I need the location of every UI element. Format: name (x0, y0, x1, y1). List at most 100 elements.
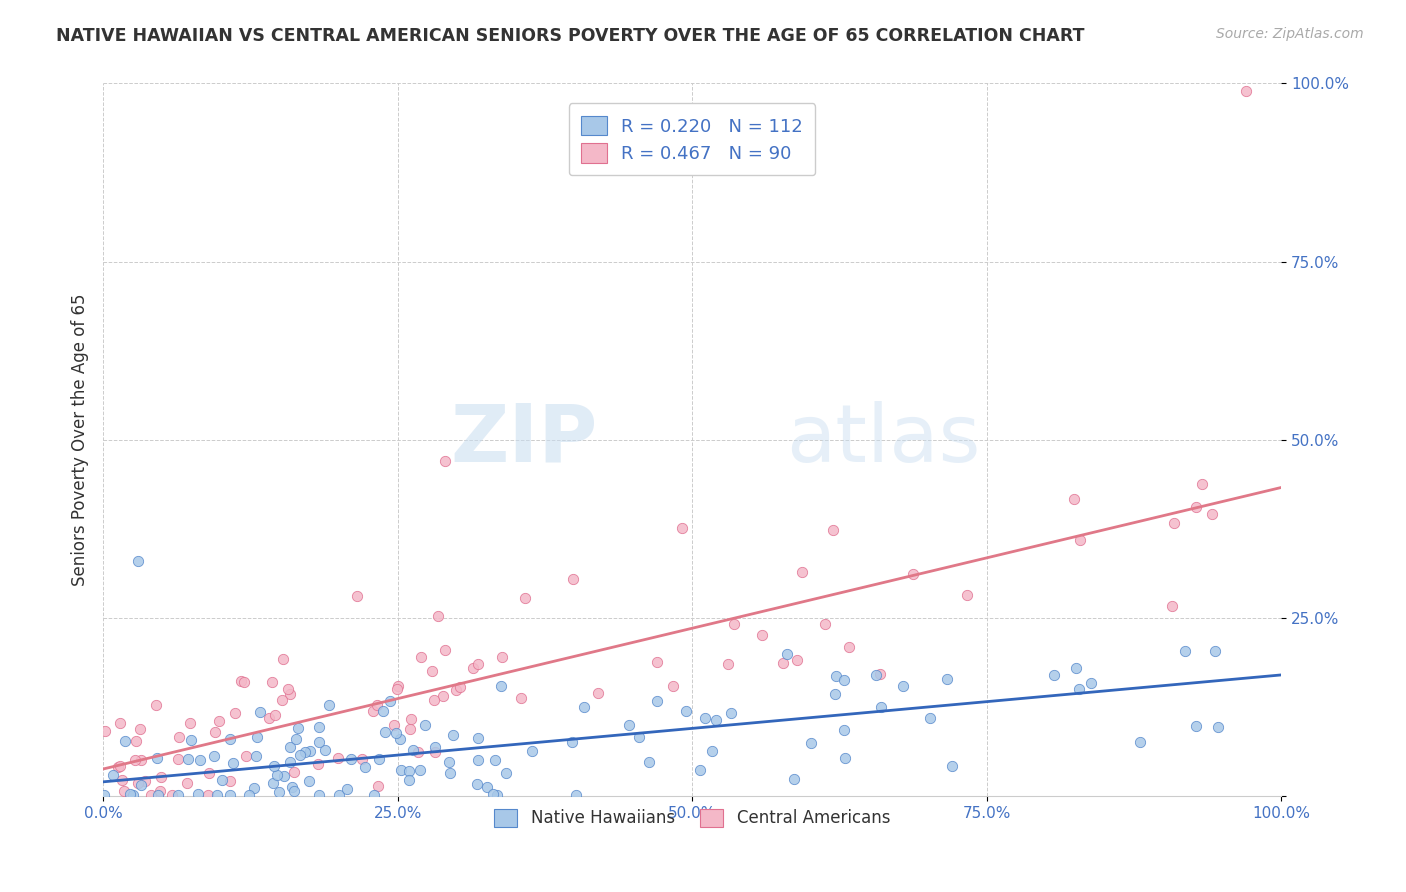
Point (467, 753, 489, 767)
Point (398, 764, 420, 778)
Point (776, 647, 799, 661)
Point (205, 789, 228, 803)
Point (398, 773, 420, 788)
Point (661, 679, 683, 693)
Point (825, 669, 848, 683)
Point (638, 756, 661, 770)
Point (870, 700, 893, 714)
Point (219, 731, 242, 746)
Point (125, 733, 148, 747)
Text: Source: ZipAtlas.com: Source: ZipAtlas.com (1216, 27, 1364, 41)
Legend: Native Hawaiians, Central Americans: Native Hawaiians, Central Americans (488, 802, 897, 834)
Point (211, 773, 233, 788)
Point (723, 616, 745, 631)
Point (401, 742, 423, 756)
Point (772, 657, 794, 671)
Point (465, 777, 488, 791)
Point (382, 717, 405, 731)
Point (751, 628, 773, 642)
Point (298, 743, 321, 757)
Point (399, 722, 422, 736)
Point (671, 521, 693, 535)
Point (413, 718, 436, 732)
Point (838, 640, 860, 654)
Point (149, 784, 172, 798)
Point (1206, 720, 1229, 734)
Point (903, 566, 925, 581)
Point (1163, 516, 1185, 530)
Point (1160, 599, 1182, 613)
Point (281, 780, 304, 795)
Point (361, 704, 384, 718)
Point (467, 731, 489, 746)
Point (495, 766, 517, 780)
Point (941, 759, 963, 773)
Point (273, 769, 295, 783)
Point (308, 735, 330, 749)
Point (162, 789, 184, 803)
Point (1201, 507, 1223, 521)
Text: atlas: atlas (786, 401, 981, 479)
Point (1067, 681, 1090, 696)
Point (257, 711, 280, 725)
Point (108, 716, 131, 731)
Point (287, 722, 309, 736)
Point (127, 554, 149, 568)
Point (586, 685, 609, 699)
Point (467, 657, 489, 671)
Point (427, 609, 450, 624)
Point (150, 770, 173, 784)
Point (167, 752, 190, 766)
Point (562, 572, 585, 586)
Point (308, 789, 330, 803)
Point (1080, 675, 1102, 690)
Point (350, 752, 373, 766)
Point (280, 687, 302, 701)
Point (814, 617, 837, 632)
Point (294, 745, 316, 759)
Point (1174, 644, 1197, 658)
Point (197, 765, 219, 780)
Point (176, 751, 198, 765)
Text: NATIVE HAWAIIAN VS CENTRAL AMERICAN SENIORS POVERTY OVER THE AGE OF 65 CORRELATI: NATIVE HAWAIIAN VS CENTRAL AMERICAN SENI… (56, 27, 1085, 45)
Point (704, 713, 727, 727)
Point (245, 749, 267, 764)
Point (180, 733, 202, 747)
Point (246, 730, 269, 744)
Point (129, 753, 152, 767)
Point (565, 789, 588, 803)
Point (146, 751, 169, 765)
Point (695, 710, 717, 724)
Point (368, 752, 391, 766)
Point (271, 652, 294, 666)
Point (1191, 476, 1213, 491)
Point (270, 693, 292, 707)
Point (800, 736, 823, 750)
Point (832, 673, 855, 687)
Point (513, 591, 536, 606)
Point (278, 739, 301, 754)
Point (572, 700, 595, 714)
Point (363, 789, 385, 803)
Point (298, 774, 321, 789)
Point (145, 698, 167, 712)
Y-axis label: Seniors Poverty Over the Age of 65: Seniors Poverty Over the Age of 65 (72, 293, 89, 586)
Point (406, 745, 429, 759)
Point (399, 712, 422, 726)
Point (439, 765, 461, 780)
Point (277, 682, 299, 697)
Point (127, 776, 149, 790)
Point (388, 731, 411, 746)
Point (283, 764, 305, 779)
Point (509, 690, 531, 705)
Point (689, 763, 711, 777)
Point (197, 789, 219, 803)
Point (920, 711, 942, 725)
Point (486, 789, 509, 803)
Point (93, 789, 115, 803)
Point (262, 776, 284, 790)
Point (1064, 661, 1087, 675)
Point (263, 759, 285, 773)
Point (423, 745, 446, 759)
Point (176, 776, 198, 790)
